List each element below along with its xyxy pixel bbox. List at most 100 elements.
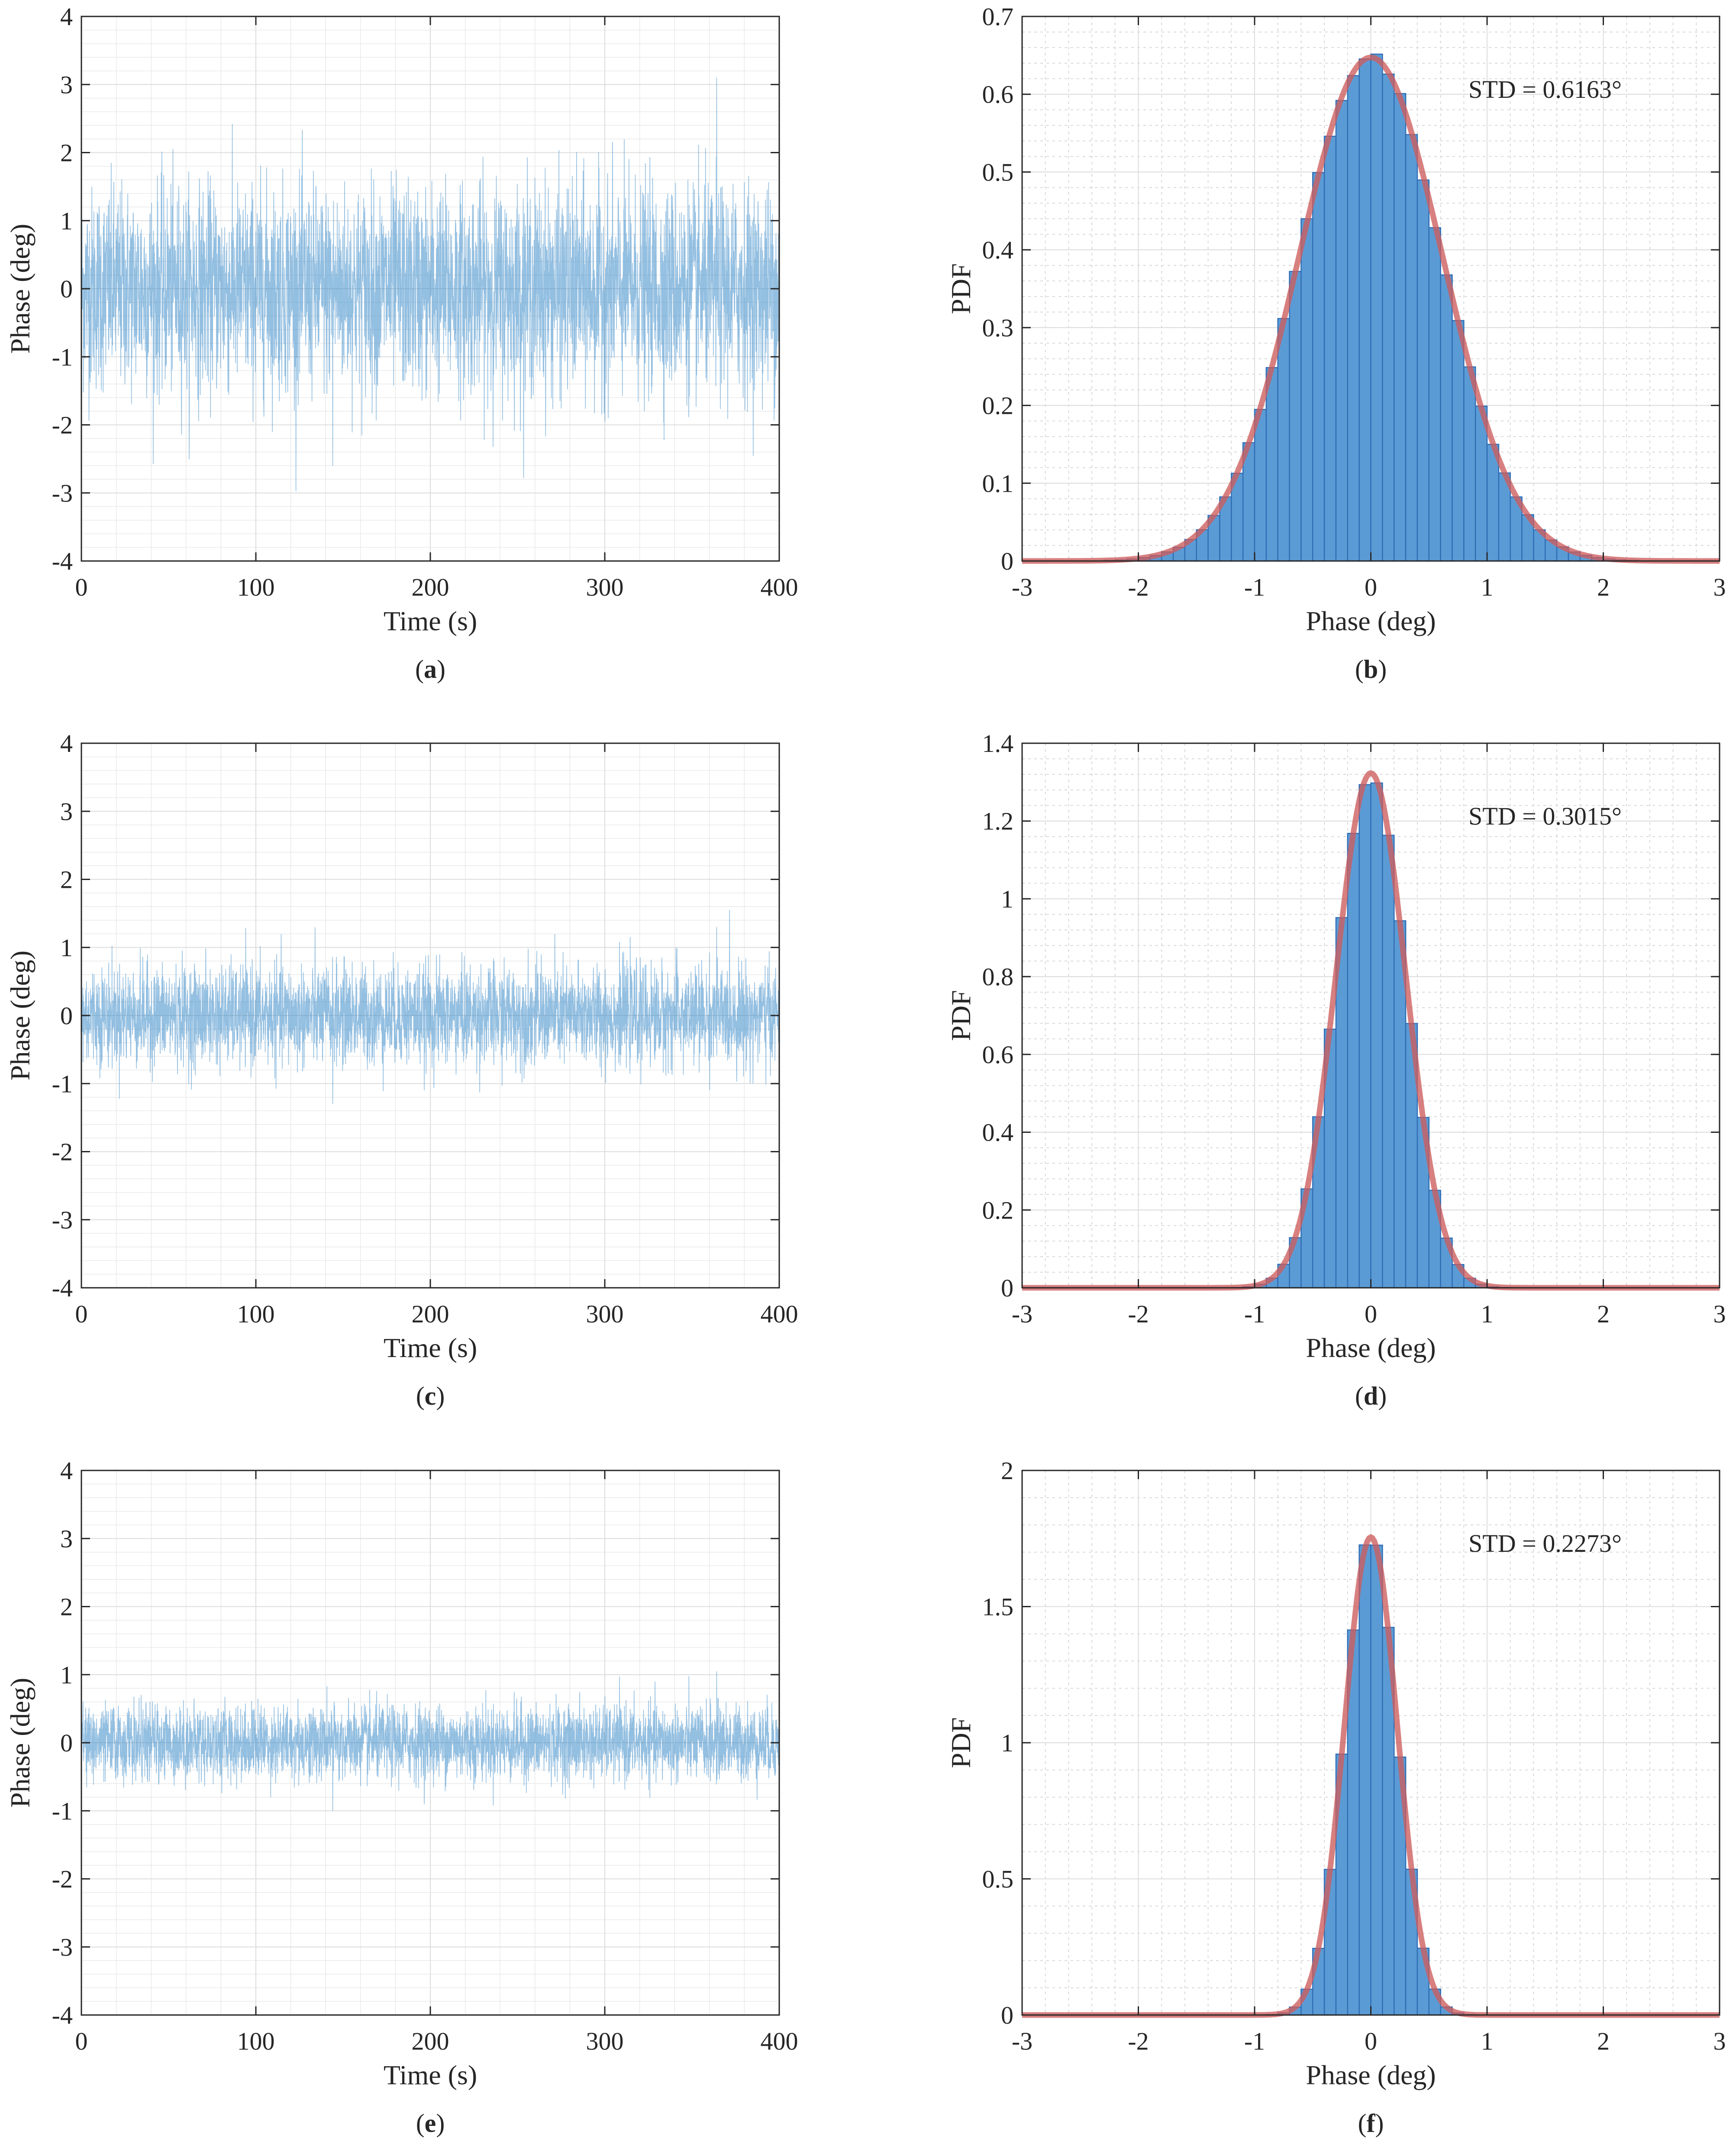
y-tick-label: 0.4 (982, 236, 1014, 264)
panel-b: STD = 0.6163° -3 -2 -1 0 1 2 3 0 0.1 0.2 0.3 0.4 0.5 0… (945, 3, 1726, 684)
x-tick-label: 100 (237, 2027, 275, 2055)
x-tick-label: -3 (1012, 2027, 1033, 2055)
histogram-bar (1382, 835, 1395, 1289)
histogram-bars (1103, 53, 1639, 562)
x-tick-label: -3 (1012, 1300, 1033, 1328)
y-tick-label: 1.4 (982, 729, 1014, 758)
histogram-bar (1277, 318, 1290, 562)
panel-caption: (a) (415, 655, 445, 684)
x-tick-label: -2 (1128, 2027, 1149, 2055)
histogram-bar (1370, 782, 1383, 1289)
series-line-phase (81, 910, 780, 1104)
x-axis-label: Phase (deg) (1306, 1332, 1436, 1363)
y-tick-label: 3 (60, 71, 73, 99)
x-tick-label: 0 (75, 573, 88, 601)
y-tick-label: 0.6 (982, 81, 1014, 109)
std-annotation: STD = 0.6163° (1468, 75, 1622, 103)
x-tick-label: 1 (1481, 1300, 1494, 1328)
histogram-bar (1323, 135, 1337, 562)
y-tick-label: 0 (1001, 547, 1013, 575)
y-tick-label: 4 (60, 1457, 73, 1485)
panel-e: 0 100 200 300 400 -4 -3 -2 -1 0 1 2 3 4 Time (s) Phase … (5, 1457, 798, 2138)
y-tick-label: 0.6 (982, 1041, 1014, 1069)
panel-d: STD = 0.3015° -3 -2 -1 0 1 2 3 0 0.2 0.4 0.6 0.8 1 1.2… (945, 729, 1726, 1410)
histogram-bar (1265, 367, 1278, 562)
panel-a: 0 100 200 300 400 -4 -3 -2 -1 0 1 2 3 4 Time (s) Phase … (5, 3, 798, 684)
histogram-bar (1417, 179, 1429, 562)
y-tick-label: 0 (60, 1729, 73, 1757)
y-tick-label: 1.5 (982, 1593, 1014, 1621)
x-tick-label: 100 (237, 1300, 275, 1328)
caption-letter: b (1364, 655, 1378, 684)
y-tick-label: 1 (60, 207, 73, 235)
y-tick-label: 0 (60, 1002, 73, 1030)
y-tick-label: 1.2 (982, 807, 1014, 835)
y-tick-label: 2 (60, 866, 73, 894)
x-tick-label: 400 (761, 2027, 798, 2055)
x-axis-label: Time (s) (384, 1332, 477, 1363)
histogram-bar (1358, 784, 1371, 1289)
x-axis-label: Phase (deg) (1306, 606, 1436, 636)
histogram-bar (1382, 73, 1395, 562)
histogram-bar (1440, 274, 1453, 562)
x-axis-label: Time (s) (384, 2060, 477, 2090)
y-tick-label: -4 (52, 1274, 73, 1302)
y-tick-label: 0 (1001, 1274, 1013, 1302)
x-tick-label: 0 (1365, 2027, 1377, 2055)
histogram-bars (1254, 1544, 1488, 2016)
y-tick-label: -1 (52, 343, 73, 371)
x-axis-label: Time (s) (384, 606, 477, 636)
std-annotation: STD = 0.2273° (1468, 1529, 1622, 1557)
y-tick-label: 0.5 (982, 158, 1014, 186)
x-tick-label: 300 (586, 1300, 624, 1328)
y-tick-label: 2 (1001, 1457, 1013, 1485)
x-tick-label: 200 (412, 573, 449, 601)
histogram-bar (1347, 75, 1360, 562)
caption-letter: a (424, 655, 437, 684)
caption-letter: d (1364, 1382, 1378, 1410)
panel-caption: (e) (416, 2109, 445, 2138)
histogram-bar (1231, 473, 1244, 562)
y-axis-label: Phase (deg) (5, 224, 35, 354)
histogram-bars (1231, 782, 1511, 1289)
y-axis-label: PDF (945, 263, 976, 314)
series-line-phase (81, 77, 780, 491)
x-tick-label: 400 (761, 1300, 798, 1328)
histogram-bar (1312, 172, 1325, 562)
histogram-bar (1300, 218, 1313, 562)
histogram-bar (1347, 833, 1360, 1289)
y-tick-label: 1 (1001, 1729, 1013, 1757)
panel-caption: (b) (1355, 655, 1387, 684)
x-tick-label: 200 (412, 2027, 449, 2055)
y-tick-label: 1 (60, 934, 73, 962)
histogram-bar (1393, 93, 1407, 562)
x-tick-label: 3 (1713, 2027, 1726, 2055)
y-tick-label: -3 (52, 1206, 73, 1234)
y-tick-label: 1 (1001, 885, 1013, 913)
series-line-phase (81, 1671, 780, 1811)
panel-f: STD = 0.2273° -3 -2 -1 0 1 2 3 0 0.5 1 1.5 2 Phase (d… (945, 1457, 1726, 2138)
x-tick-label: 300 (586, 573, 624, 601)
y-tick-label: 0.8 (982, 963, 1014, 991)
panel-caption: (c) (416, 1382, 445, 1410)
panel-caption: (d) (1355, 1382, 1387, 1410)
y-tick-label: 3 (60, 797, 73, 825)
x-tick-label: 2 (1597, 573, 1610, 601)
y-tick-label: 0.7 (982, 3, 1014, 31)
x-tick-label: -3 (1012, 573, 1033, 601)
histogram-bar (1289, 271, 1302, 562)
y-tick-label: 2 (60, 1593, 73, 1621)
y-axis-label: Phase (deg) (5, 1678, 35, 1808)
y-tick-label: -2 (52, 1865, 73, 1893)
y-axis-label: PDF (945, 1717, 976, 1768)
x-tick-label: 200 (412, 1300, 449, 1328)
histogram-bar (1370, 1544, 1383, 2016)
histogram-bar (1335, 100, 1349, 562)
x-tick-label: 1 (1481, 2027, 1494, 2055)
x-tick-label: 400 (761, 573, 798, 601)
x-tick-label: 0 (1365, 1300, 1377, 1328)
y-tick-label: 0.5 (982, 1865, 1014, 1893)
y-tick-label: -4 (52, 2001, 73, 2029)
y-tick-label: -2 (52, 411, 73, 439)
